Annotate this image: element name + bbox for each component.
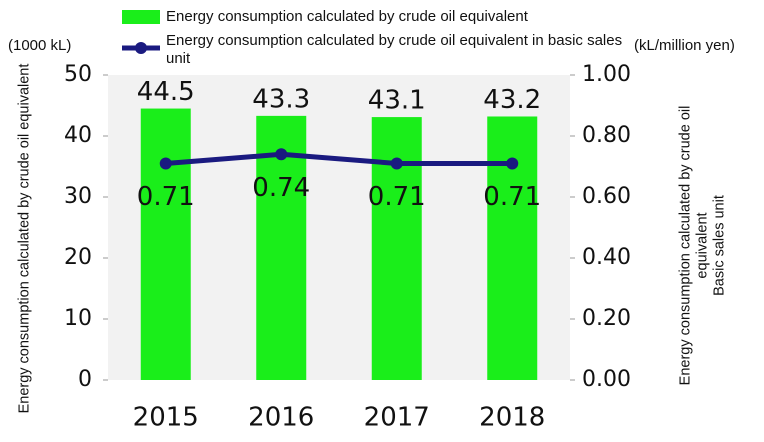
legend-marker: [135, 42, 147, 54]
y-unit: (1000 kL): [8, 37, 72, 54]
data-label: 0.74: [252, 173, 310, 203]
line-marker: [390, 157, 403, 170]
line-marker: [506, 157, 519, 170]
legend-label: Energy consumption calculated by crude o…: [166, 8, 528, 25]
y2-tick-label: 0.20: [582, 306, 631, 331]
x-tick-label: 2015: [133, 403, 199, 433]
y-axis-label: Energy consumption calculated by crude o…: [16, 63, 33, 414]
y2-tick-label: 0.60: [582, 184, 631, 209]
data-label: 44.5: [137, 77, 195, 107]
legend-label: Energy consumption calculated by crude o…: [166, 32, 623, 67]
data-label: 0.71: [137, 182, 195, 212]
bar: [140, 108, 191, 381]
legend-swatch: [122, 10, 160, 24]
data-label: 43.1: [368, 86, 426, 116]
y2-unit: (kL/million yen): [634, 37, 735, 54]
line-marker: [159, 157, 172, 170]
line-marker: [275, 148, 288, 161]
y-tick-label: 0: [78, 367, 92, 392]
y-tick-label: 30: [64, 184, 92, 209]
bar: [371, 117, 422, 380]
y2-axis-label: Energy consumption calculated by crude o…: [677, 105, 728, 386]
data-label: 43.2: [483, 85, 541, 115]
data-label: 43.3: [252, 84, 310, 114]
bar: [487, 116, 538, 380]
x-tick-label: 2016: [248, 403, 314, 433]
y2-tick-label: 0.00: [582, 367, 631, 392]
y-tick-label: 20: [64, 245, 92, 270]
y-tick-label: 10: [64, 306, 92, 331]
y-tick-label: 50: [64, 62, 92, 87]
y-tick-label: 40: [64, 123, 92, 148]
data-label: 0.71: [483, 182, 541, 212]
x-tick-label: 2018: [479, 403, 545, 433]
y2-tick-label: 1.00: [582, 62, 631, 87]
y2-tick-label: 0.40: [582, 245, 631, 270]
x-tick-label: 2017: [364, 403, 430, 433]
data-label: 0.71: [368, 182, 426, 212]
line: [165, 151, 513, 166]
y2-tick-label: 0.80: [582, 123, 631, 148]
